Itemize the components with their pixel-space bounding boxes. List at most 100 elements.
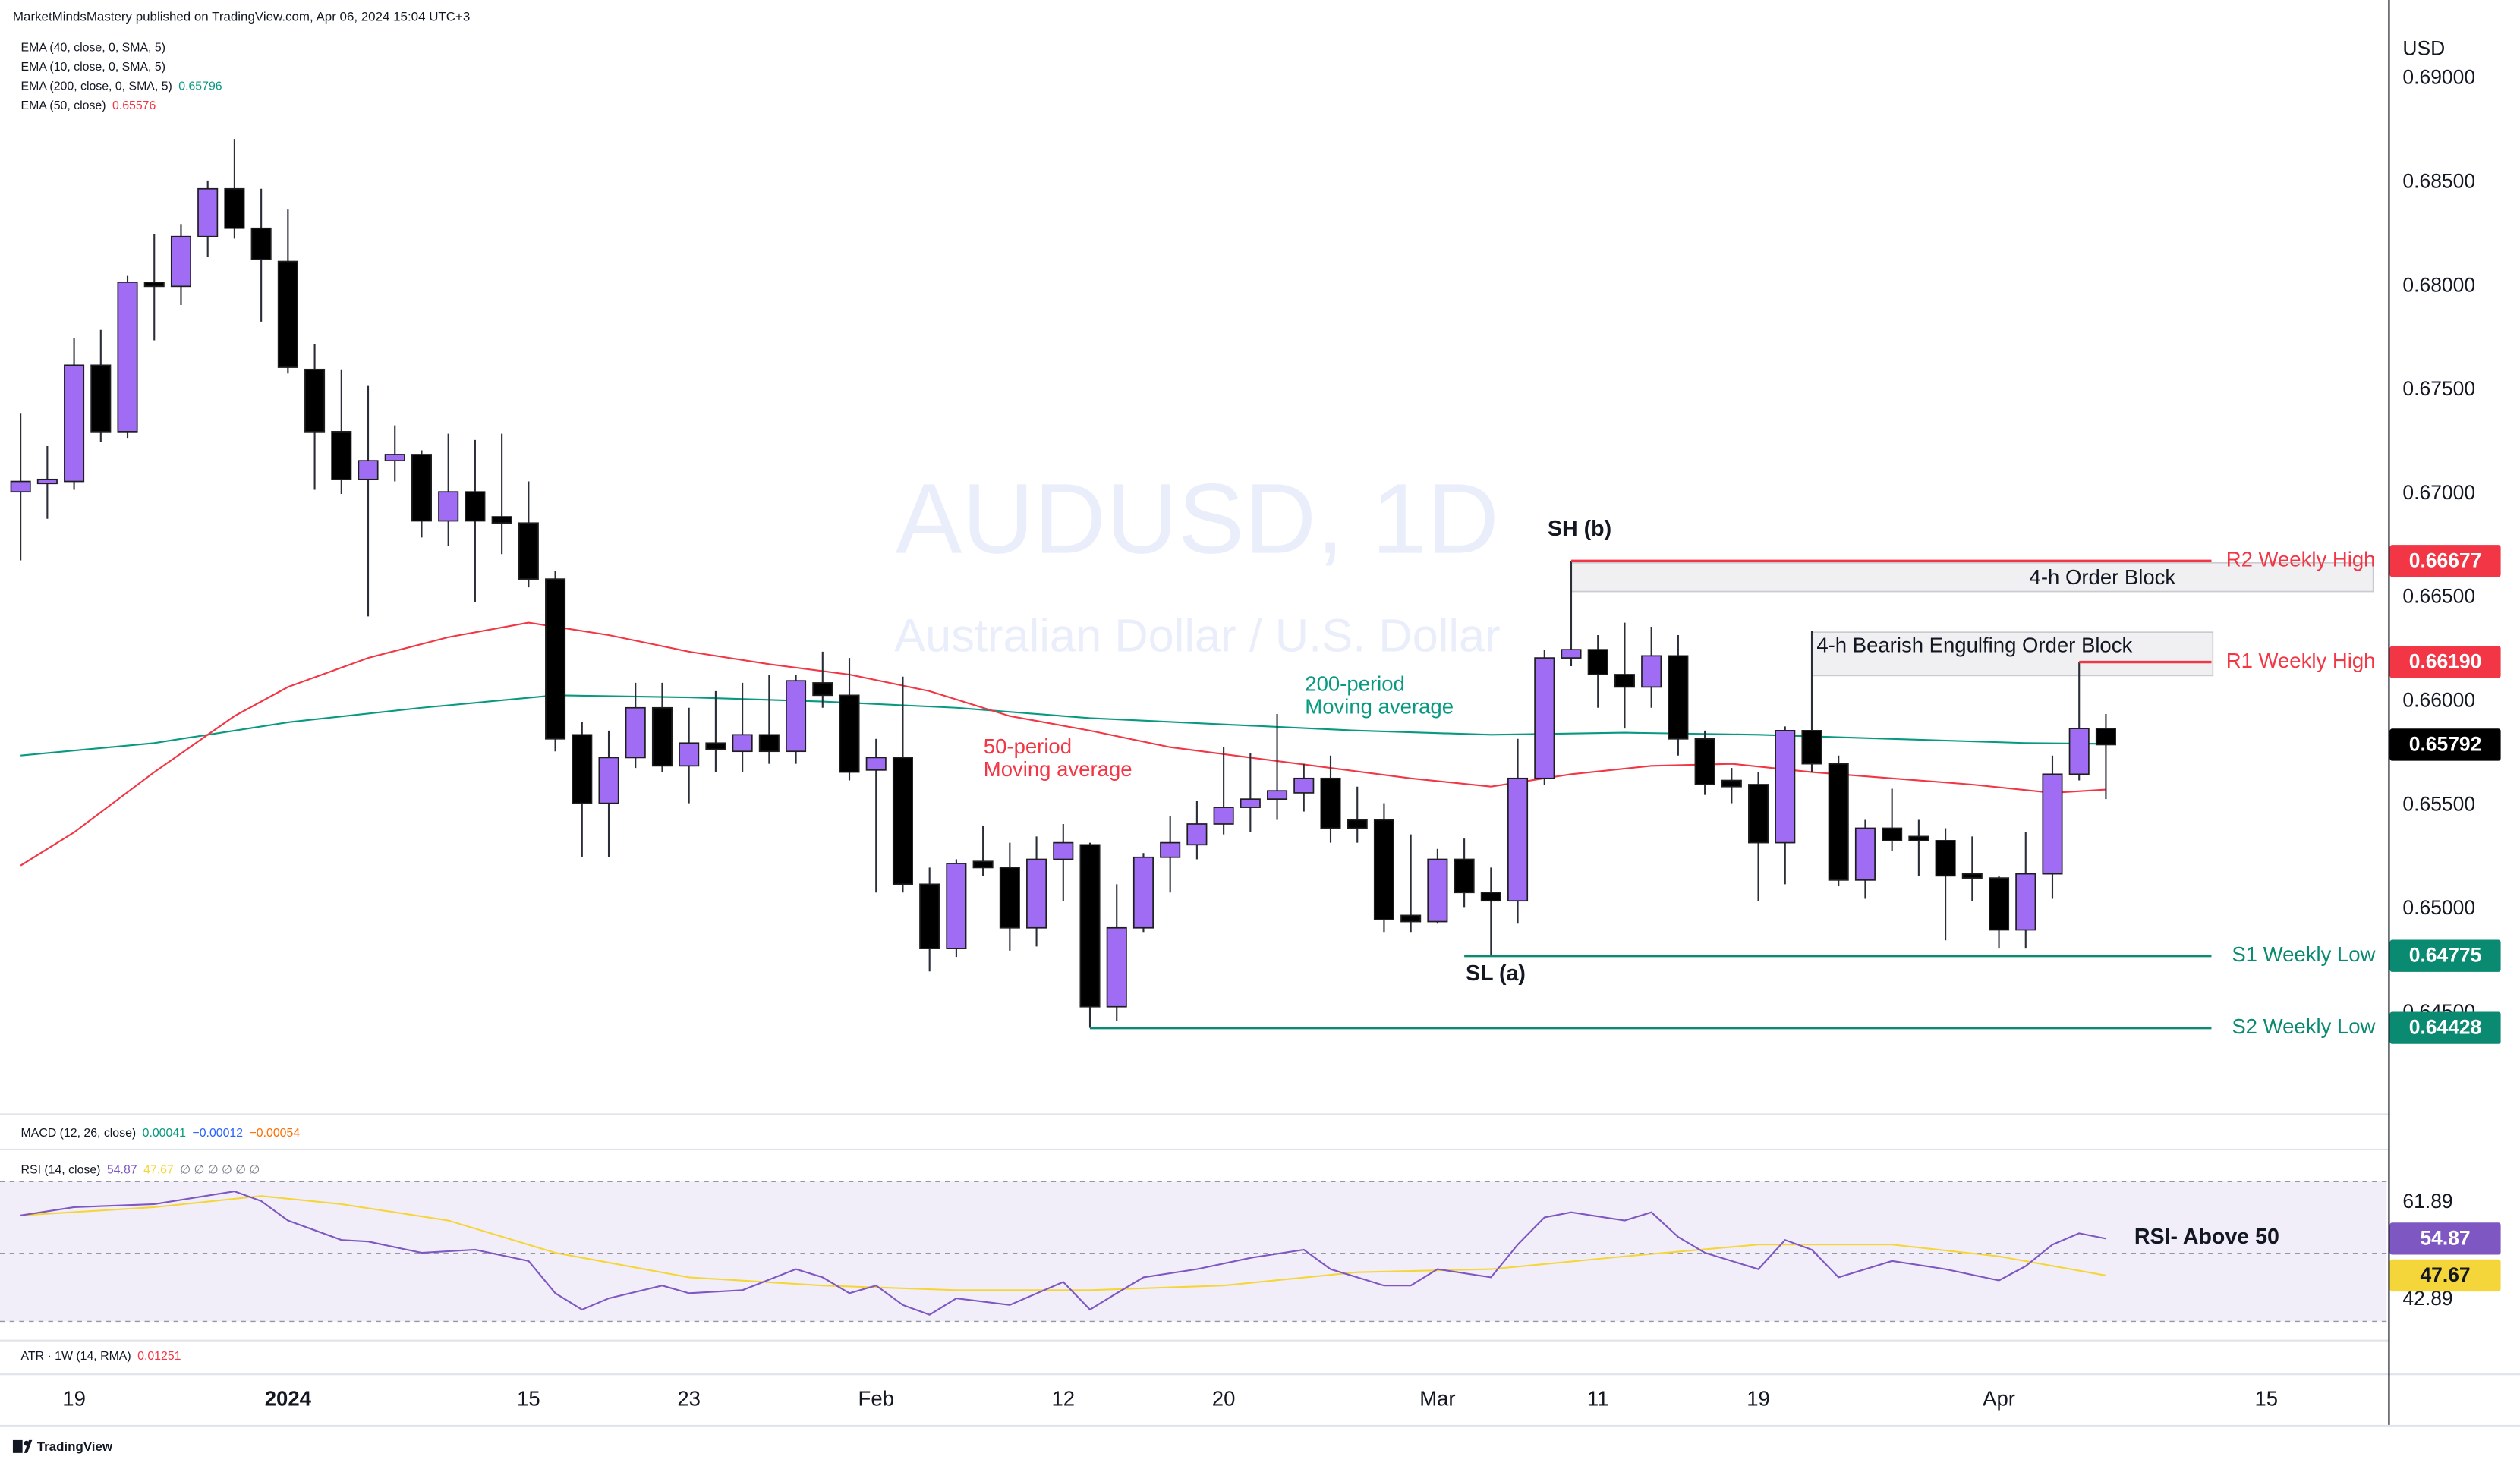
y-axis-unit: USD bbox=[2402, 37, 2445, 60]
candle-body bbox=[1854, 827, 1876, 881]
x-tick-label: 15 bbox=[517, 1386, 540, 1410]
candle-body bbox=[90, 364, 112, 433]
candle-body bbox=[1160, 841, 1181, 858]
candle-body bbox=[1587, 649, 1608, 675]
annotation: Moving average bbox=[984, 757, 1132, 781]
candle-body bbox=[465, 491, 486, 522]
candle-body bbox=[1053, 841, 1074, 860]
indicator-title: RSI (14, close) bbox=[21, 1164, 101, 1177]
candle-body bbox=[1801, 730, 1822, 765]
candle-body bbox=[786, 680, 807, 753]
candle-body bbox=[892, 757, 913, 885]
candle-body bbox=[679, 742, 700, 767]
candle-body bbox=[1614, 674, 1635, 688]
price-tag bbox=[2389, 1259, 2501, 1292]
candle-body bbox=[1668, 655, 1689, 740]
candle-body bbox=[1641, 655, 1662, 688]
candle-body bbox=[170, 235, 191, 288]
y-tick-label: 0.69000 bbox=[2402, 66, 2475, 89]
candle-body bbox=[224, 187, 245, 229]
price-tag bbox=[2389, 939, 2501, 972]
price-tag-label: 0.66190 bbox=[2409, 650, 2482, 673]
candle-body bbox=[518, 522, 539, 580]
price-tag bbox=[2389, 1222, 2501, 1255]
legend-label: EMA (40, close, 0, SMA, 5) bbox=[21, 42, 165, 55]
indicator-title: ATR · 1W (14, RMA) bbox=[21, 1350, 131, 1363]
candle-body bbox=[117, 282, 138, 433]
x-tick-label: 15 bbox=[2254, 1386, 2278, 1410]
candle-body bbox=[1989, 877, 2010, 931]
candle-body bbox=[277, 260, 298, 368]
candle-body bbox=[2042, 773, 2063, 875]
candle-body bbox=[1454, 858, 1475, 894]
candle-body bbox=[1694, 738, 1715, 785]
legend-value: 47.67 bbox=[143, 1164, 174, 1177]
legend-label: EMA (200, close, 0, SMA, 5) bbox=[21, 80, 172, 93]
y-tick-label: 0.67000 bbox=[2402, 481, 2475, 504]
candle-body bbox=[1721, 779, 1742, 788]
candle-body bbox=[572, 734, 593, 804]
candle-body bbox=[1561, 649, 1582, 659]
watermark-symbol: AUDUSD, 1D bbox=[896, 463, 1499, 574]
candle-body bbox=[705, 742, 726, 750]
candle-body bbox=[972, 860, 994, 869]
candle-body bbox=[2068, 728, 2090, 775]
annotation: 200-period bbox=[1305, 672, 1405, 696]
candle-body bbox=[1320, 777, 1341, 829]
candle-body bbox=[1935, 840, 1956, 877]
order-block bbox=[1811, 631, 2214, 677]
candle-body bbox=[36, 478, 58, 485]
order-block-label: 4-h Order Block bbox=[2030, 565, 2176, 589]
candle-body bbox=[919, 883, 940, 949]
candle-body bbox=[331, 431, 352, 480]
y-tick-label: 0.67500 bbox=[2402, 377, 2475, 400]
candle-body bbox=[1106, 926, 1127, 1008]
candle-body bbox=[1132, 856, 1154, 929]
order-block bbox=[1570, 561, 2374, 593]
candle-body bbox=[1961, 873, 1983, 879]
x-tick-label: Feb bbox=[858, 1386, 894, 1410]
candle-body bbox=[625, 706, 646, 759]
level-label: S1 Weekly Low bbox=[2232, 942, 2375, 966]
x-tick-label: Mar bbox=[1419, 1386, 1455, 1410]
price-tag-label: 0.64428 bbox=[2409, 1016, 2482, 1039]
candle-body bbox=[1775, 730, 1796, 844]
x-tick-label: 20 bbox=[1212, 1386, 1236, 1410]
y-tick-label: 0.68500 bbox=[2402, 170, 2475, 193]
candle-body bbox=[250, 227, 272, 260]
legend-value: 0.00041 bbox=[143, 1127, 187, 1140]
candle-body bbox=[545, 578, 566, 740]
brand: TradingView bbox=[37, 1439, 113, 1454]
candle-body bbox=[1427, 858, 1448, 923]
rsi-band-fill bbox=[0, 1181, 2387, 1322]
candle-body bbox=[1534, 657, 1555, 779]
legend-value: 54.87 bbox=[107, 1164, 137, 1177]
level-label: R1 Weekly High bbox=[2226, 649, 2376, 672]
level-label: R2 Weekly High bbox=[2226, 548, 2376, 571]
candle-body bbox=[1748, 784, 1769, 844]
price-tag bbox=[2389, 545, 2501, 577]
annotation: SL (a) bbox=[1466, 961, 1526, 986]
brand-logo bbox=[12, 1439, 33, 1453]
candle-body bbox=[732, 734, 753, 753]
candle-body bbox=[1828, 763, 1849, 881]
candle-body bbox=[1267, 790, 1288, 800]
published-note: MarketMindsMastery published on TradingV… bbox=[13, 10, 470, 24]
candle-body bbox=[1908, 835, 1929, 841]
legend-label: EMA (10, close, 0, SMA, 5) bbox=[21, 61, 165, 74]
candle-body bbox=[1213, 807, 1234, 825]
candle-body bbox=[865, 757, 887, 771]
candle-body bbox=[1373, 819, 1394, 920]
legend-extra: ∅ ∅ ∅ ∅ ∅ ∅ bbox=[180, 1164, 260, 1177]
candle-body bbox=[1240, 798, 1261, 808]
candle-body bbox=[758, 734, 780, 753]
candle-body bbox=[197, 187, 219, 237]
order-block-label: 4-h Bearish Engulfing Order Block bbox=[1816, 633, 2132, 656]
candle-body bbox=[1480, 892, 1501, 902]
watermark-description: Australian Dollar / U.S. Dollar bbox=[894, 609, 1500, 662]
price-tag bbox=[2389, 1011, 2501, 1044]
candle-body bbox=[839, 694, 860, 773]
indicator-title: MACD (12, 26, close) bbox=[21, 1127, 137, 1140]
x-tick-label: 19 bbox=[1747, 1386, 1770, 1410]
